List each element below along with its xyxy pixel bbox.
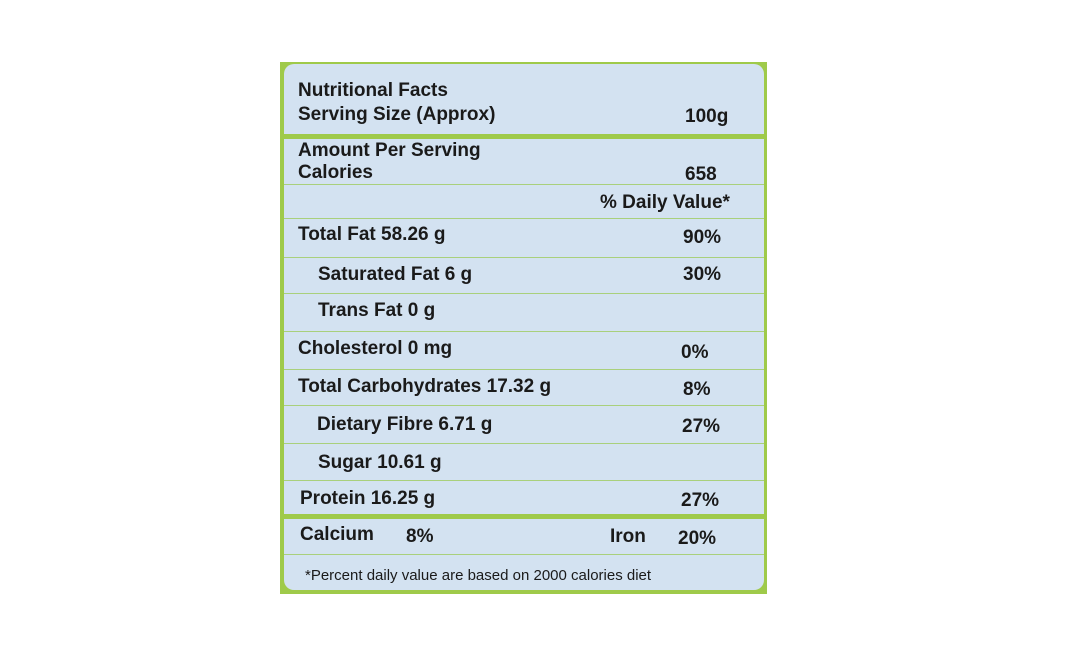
- divider: [284, 443, 764, 444]
- calcium-label: Calcium: [300, 524, 374, 545]
- divider: [284, 257, 764, 258]
- nutrient-label-protein: Protein 16.25 g: [300, 488, 436, 509]
- nutrient-dv-cholesterol: 0%: [681, 342, 709, 363]
- nutrient-dv-dietary-fibre: 27%: [682, 416, 721, 437]
- nutrient-label-trans-fat: Trans Fat 0 g: [318, 300, 436, 321]
- nutrient-dv-total-fat: 90%: [683, 227, 722, 248]
- label-title: Nutritional Facts: [298, 80, 448, 101]
- calories-value: 658: [685, 164, 717, 185]
- divider: [284, 293, 764, 294]
- iron-value: 20%: [678, 528, 717, 549]
- divider: [284, 134, 764, 139]
- iron-label: Iron: [610, 526, 646, 547]
- daily-value-header: % Daily Value*: [600, 192, 730, 213]
- nutrient-dv-total-carbohydrates: 8%: [683, 379, 711, 400]
- nutrient-label-dietary-fibre: Dietary Fibre 6.71 g: [317, 414, 493, 435]
- nutrition-facts-panel: Nutritional Facts Serving Size (Approx) …: [284, 64, 764, 590]
- calories-label: Calories: [298, 162, 373, 183]
- divider: [284, 554, 764, 555]
- divider: [284, 218, 764, 219]
- calcium-value: 8%: [406, 526, 434, 547]
- nutrient-label-total-carbohydrates: Total Carbohydrates 17.32 g: [298, 376, 552, 397]
- divider: [284, 369, 764, 370]
- divider: [284, 405, 764, 406]
- serving-size-label: Serving Size (Approx): [298, 104, 496, 125]
- nutrient-dv-protein: 27%: [681, 490, 720, 511]
- divider: [284, 184, 764, 185]
- nutrient-label-cholesterol: Cholesterol 0 mg: [298, 338, 453, 359]
- footnote: *Percent daily value are based on 2000 c…: [305, 567, 652, 584]
- nutrient-label-sugar: Sugar 10.61 g: [318, 452, 442, 473]
- divider: [284, 331, 764, 332]
- nutrient-label-saturated-fat: Saturated Fat 6 g: [318, 264, 473, 285]
- divider: [284, 514, 764, 519]
- amount-per-serving: Amount Per Serving: [298, 140, 481, 161]
- serving-size-value: 100g: [685, 106, 729, 127]
- divider: [284, 480, 764, 481]
- nutrient-dv-saturated-fat: 30%: [683, 264, 722, 285]
- nutrient-label-total-fat: Total Fat 58.26 g: [298, 224, 446, 245]
